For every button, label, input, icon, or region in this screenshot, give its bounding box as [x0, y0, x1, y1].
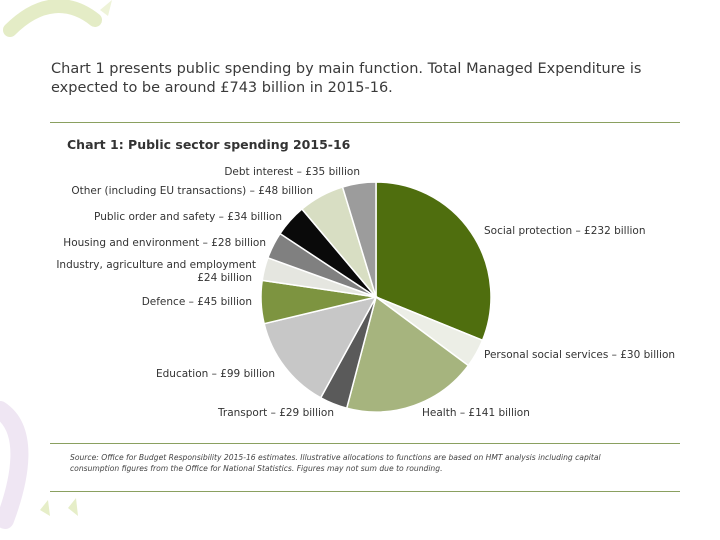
- slice-label-defence: Defence – £45 billion: [142, 296, 252, 308]
- pie-slice-social-protection: [375, 181, 492, 342]
- slice-label-transport: Transport – £29 billion: [217, 407, 334, 419]
- slice-label-industry-agriculture-and-employment: Industry, agriculture and employment £24 …: [56, 259, 256, 284]
- slice-label-housing-and-environment: Housing and environment – £28 billion: [63, 237, 266, 249]
- slice-label-education: Education – £99 billion: [156, 368, 275, 380]
- top-divider: [50, 122, 680, 123]
- pie-slice-education: [263, 295, 378, 399]
- decorative-leaf-swirl-bottom: [0, 401, 78, 529]
- slice-label-other-including-eu-transactions: Other (including EU transactions) – £48 …: [71, 185, 313, 197]
- pie-slice-debt-interest: [341, 181, 377, 298]
- slice-label-health: Health – £141 billion: [422, 407, 530, 419]
- slice-label-personal-social-services: Personal social services – £30 billion: [484, 349, 675, 361]
- source-divider: [50, 443, 680, 444]
- intro-text: Chart 1 presents public spending by main…: [51, 61, 642, 96]
- pie-slice-health: [345, 295, 470, 413]
- slice-label-debt-interest: Debt interest – £35 billion: [224, 166, 360, 178]
- bottom-divider: [50, 491, 680, 492]
- source-note: Source: Office for Budget Responsibility…: [70, 453, 601, 473]
- chart-title: Chart 1: Public sector spending 2015-16: [67, 137, 351, 152]
- decorative-leaf-swirl-top: [3, 0, 112, 37]
- slice-label-social-protection: Social protection – £232 billion: [484, 225, 646, 237]
- slice-label-public-order-and-safety: Public order and safety – £34 billion: [94, 211, 282, 223]
